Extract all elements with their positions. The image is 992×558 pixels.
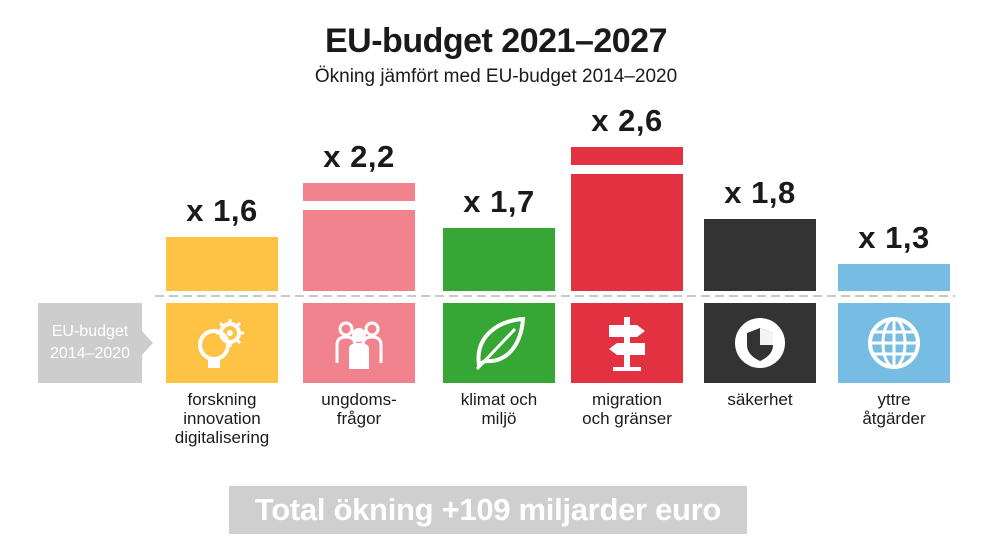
baseline-label-line2: 2014–2020 bbox=[49, 345, 131, 362]
category-label-3: klimat och miljö bbox=[460, 390, 538, 428]
shield-icon bbox=[735, 318, 785, 368]
value-label-3: x 1,7 bbox=[463, 184, 535, 219]
category-label-2: ungdoms- frågor bbox=[321, 390, 397, 428]
chart-subtitle: Ökning jämfört med EU-budget 2014–2020 bbox=[314, 66, 678, 87]
value-label-5: x 1,8 bbox=[724, 175, 796, 210]
total-increase-banner: Total ökning +109 miljarder euro bbox=[229, 486, 747, 534]
signpost-icon bbox=[609, 317, 645, 371]
baseline-block-1 bbox=[166, 303, 278, 383]
baseline-label-line1: EU-budget bbox=[51, 323, 129, 340]
increase-bar-2 bbox=[303, 183, 415, 291]
bar-separator-4 bbox=[571, 165, 683, 174]
value-label-1: x 1,6 bbox=[186, 193, 258, 228]
increase-bar-5 bbox=[704, 219, 816, 291]
increase-bar-6 bbox=[838, 264, 950, 291]
globe-icon bbox=[868, 317, 920, 369]
value-label-6: x 1,3 bbox=[858, 220, 930, 255]
baseline-block-3 bbox=[443, 303, 555, 383]
category-label-5: säkerhet bbox=[727, 390, 793, 409]
baseline-reference-label: EU-budget 2014–2020 bbox=[38, 303, 142, 383]
gears-bulb-icon bbox=[198, 319, 244, 368]
bar-separator-2 bbox=[303, 201, 415, 210]
increase-bar-1 bbox=[166, 237, 278, 291]
category-label-1: forskning innovation digitalisering bbox=[174, 390, 270, 447]
increase-bar-3 bbox=[443, 228, 555, 291]
people-group-icon bbox=[335, 321, 383, 369]
value-label-2: x 2,2 bbox=[323, 139, 395, 174]
baseline-pointer-arrow bbox=[142, 331, 153, 355]
leaf-icon bbox=[475, 316, 526, 371]
category-label-4: migration och gränser bbox=[582, 390, 672, 428]
value-label-4: x 2,6 bbox=[591, 103, 663, 138]
category-label-6: yttre åtgärder bbox=[862, 390, 926, 428]
chart-title: EU-budget 2021–2027 bbox=[325, 22, 668, 60]
